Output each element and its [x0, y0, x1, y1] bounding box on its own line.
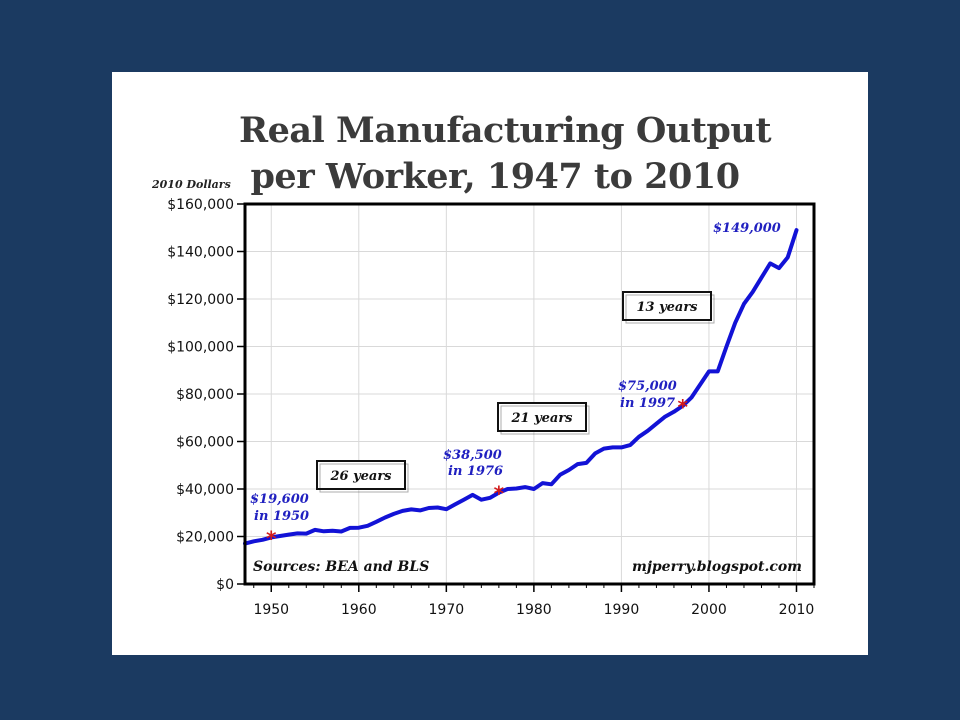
y-tick-label: $40,000 — [176, 482, 234, 498]
annotation-1976-year: in 1976 — [448, 464, 503, 479]
annotation-1950-value: $19,600 — [250, 492, 309, 507]
data-marker: * — [677, 395, 688, 419]
annotation-2010-value: $149,000 — [713, 221, 781, 236]
annotation-1997-year: in 1997 — [620, 396, 675, 411]
x-tick-label: 1990 — [604, 602, 640, 618]
x-tick-label: 2010 — [779, 602, 815, 618]
y-tick-label: $120,000 — [167, 292, 234, 308]
interval-label-21-years: 21 years — [510, 411, 573, 426]
y-tick-label: $60,000 — [176, 435, 234, 451]
chart-title: Real Manufacturing Output per Worker, 19… — [112, 108, 868, 200]
data-marker: * — [266, 526, 277, 550]
x-tick-label: 1980 — [516, 602, 552, 618]
annotation-1997-value: $75,000 — [618, 379, 677, 394]
chart-title-line1: Real Manufacturing Output — [238, 110, 772, 151]
credit-note: mjperry.blogspot.com — [632, 559, 802, 575]
x-tick-label: 1950 — [253, 602, 289, 618]
x-tick-label: 1970 — [429, 602, 465, 618]
interval-box-13-years: 13 years — [622, 291, 715, 324]
series-line — [243, 228, 799, 546]
data-marker: * — [494, 482, 505, 506]
chart-title-line2: per Worker, 1947 to 2010 — [250, 156, 740, 197]
y-axis-ticks: $0 $20,000 $40,000 $60,000 $80,000 $100,000 $1… — [167, 197, 245, 593]
x-tick-label: 1960 — [341, 602, 377, 618]
y-tick-label: $140,000 — [167, 245, 234, 261]
line-chart: 2010 Dollars $0 $20,000 $40,000 $60,000 $80,… — [151, 178, 816, 618]
annotation-1950-year: in 1950 — [254, 509, 309, 524]
chart-card: Real Manufacturing Output per Worker, 19… — [112, 72, 868, 655]
source-note: Sources: BEA and BLS — [253, 559, 429, 575]
grid — [245, 203, 814, 585]
interval-box-26-years: 26 years — [316, 460, 409, 493]
y-tick-label: $160,000 — [167, 197, 234, 213]
interval-label-26-years: 26 years — [329, 469, 392, 484]
x-axis-ticks: 1950 1960 1970 1980 1990 2000 2010 — [253, 584, 815, 618]
units-label: 2010 Dollars — [151, 178, 231, 191]
interval-label-13-years: 13 years — [636, 300, 698, 315]
markers: * * * — [266, 395, 688, 551]
y-tick-label: $20,000 — [176, 530, 234, 546]
x-tick-label: 2000 — [691, 602, 727, 618]
y-tick-label: $80,000 — [176, 387, 234, 403]
interval-box-21-years: 21 years — [497, 402, 590, 435]
y-tick-label: $0 — [216, 577, 234, 593]
y-tick-label: $100,000 — [167, 340, 234, 356]
annotation-1976-value: $38,500 — [443, 448, 502, 463]
plot-frame — [243, 202, 816, 586]
